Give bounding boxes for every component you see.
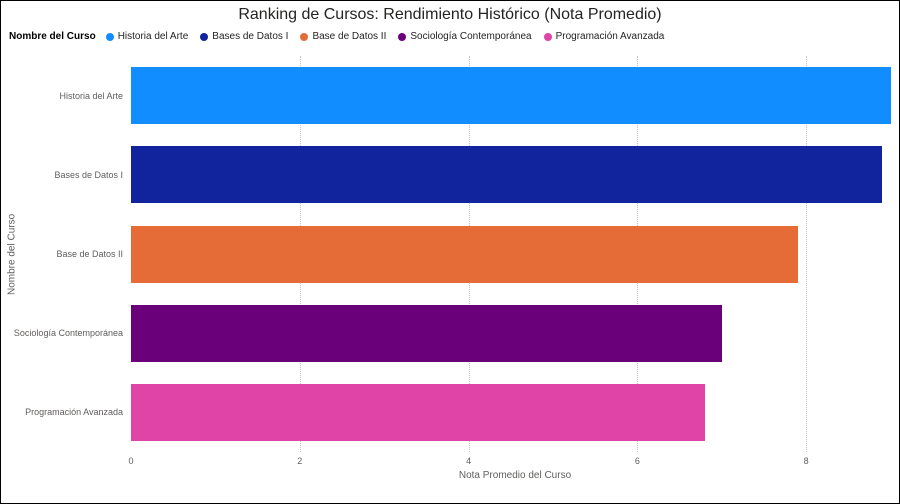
category-label: Historia del Arte [59, 90, 123, 101]
x-axis-title: Nota Promedio del Curso [458, 470, 572, 481]
category-label: Programación Avanzada [25, 407, 123, 418]
bar[interactable] [131, 67, 891, 125]
legend: Nombre del Curso Historia del Arte Bases … [1, 24, 899, 42]
legend-swatch [105, 32, 114, 41]
legend-label: Sociología Contemporánea [410, 31, 532, 42]
legend-label: Base de Datos II [312, 31, 387, 42]
y-axis-title: Nombre del Curso [6, 213, 18, 295]
bars-layer [131, 56, 899, 452]
bar[interactable] [131, 146, 883, 204]
plot-area [131, 56, 899, 452]
category-label: Sociología Contemporánea [13, 328, 123, 339]
legend-items: Historia del Arte Bases de Datos I Base de… [105, 31, 665, 42]
legend-title: Nombre del Curso [9, 31, 96, 42]
chart-title: Ranking de Cursos: Rendimiento Histórico… [238, 6, 662, 23]
chart-body: Nombre del Curso Historia del Arte Bases … [1, 56, 899, 452]
bar[interactable] [131, 225, 798, 283]
bar[interactable] [131, 383, 705, 441]
legend-item[interactable]: Sociología Contemporánea [398, 31, 532, 42]
category-label: Bases de Datos I [54, 169, 123, 180]
x-tick-label: 8 [803, 456, 809, 466]
x-tick-label: 6 [634, 456, 640, 466]
legend-swatch [543, 32, 552, 41]
legend-item[interactable]: Bases de Datos I [200, 31, 288, 42]
legend-label: Programación Avanzada [555, 31, 665, 42]
legend-item[interactable]: Programación Avanzada [543, 31, 665, 42]
legend-swatch [200, 32, 209, 41]
x-tick-label: 2 [297, 456, 303, 466]
legend-label: Bases de Datos I [212, 31, 289, 42]
legend-swatch [300, 32, 309, 41]
bar[interactable] [131, 304, 722, 362]
category-label: Base de Datos II [56, 249, 123, 259]
x-axis: 0 2 4 6 8 [1, 452, 899, 468]
legend-item[interactable]: Base de Datos II [300, 31, 386, 42]
bar-row [131, 56, 899, 135]
legend-label: Historia del Arte [117, 31, 189, 42]
bar-row [131, 373, 899, 452]
legend-swatch [398, 32, 407, 41]
legend-item[interactable]: Historia del Arte [105, 31, 189, 42]
bar-row [131, 135, 899, 214]
bar-row [131, 294, 899, 373]
bar-row [131, 214, 899, 293]
category-axis: Historia del Arte Bases de Datos I Base de… [13, 56, 131, 452]
x-tick-label: 0 [128, 456, 134, 466]
grid-line [806, 56, 808, 452]
x-tick-labels: 0 2 4 6 8 [128, 452, 899, 468]
x-tick-label: 4 [466, 456, 472, 466]
